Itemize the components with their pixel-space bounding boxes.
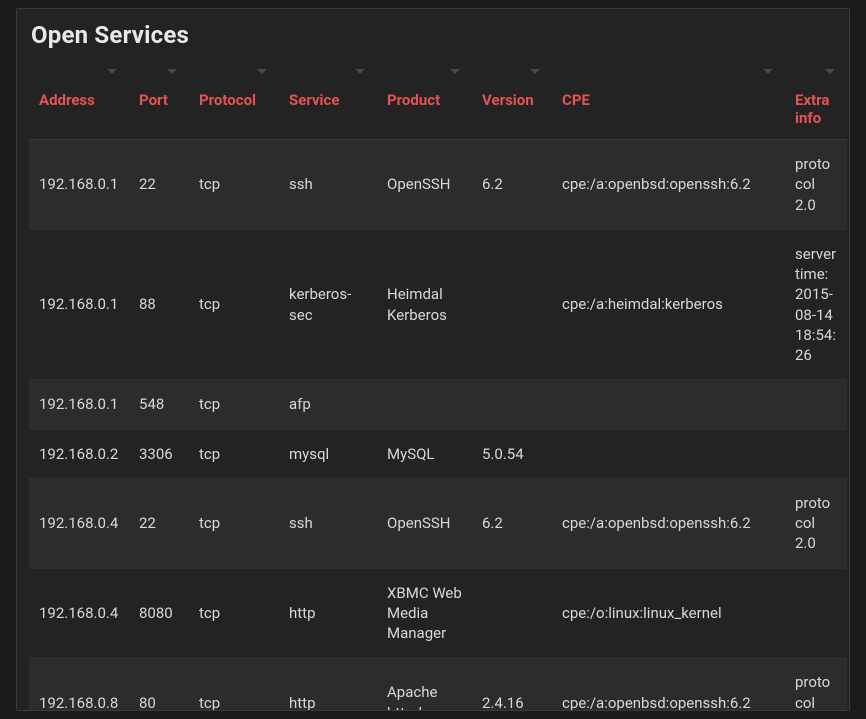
col-header-port[interactable]: Port xyxy=(129,63,189,140)
cell-address: 192.168.0.1 xyxy=(29,140,129,230)
cell-protocol: tcp xyxy=(189,429,279,478)
cell-address: 192.168.0.4 xyxy=(29,568,129,658)
col-header-label: CPE xyxy=(562,91,590,109)
sort-icon xyxy=(450,69,460,74)
cell-protocol: tcp xyxy=(189,568,279,658)
col-header-version[interactable]: Version xyxy=(472,63,552,140)
cell-extra: server time: 2015-08-14 18:54:26 xyxy=(785,229,847,380)
services-table: Address Port Protocol Service Product Ve… xyxy=(29,63,847,711)
cell-version: 2.4.16 xyxy=(472,658,552,711)
cell-cpe: cpe:/a:heimdal:kerberos xyxy=(552,229,785,380)
cell-port: 22 xyxy=(129,478,189,568)
cell-cpe xyxy=(552,380,785,429)
cell-cpe: cpe:/a:openbsd:openssh:6.2 xyxy=(552,658,785,711)
col-header-label: Protocol xyxy=(199,91,256,109)
table-row[interactable]: 192.168.0.4 8080 tcp http XBMC Web Media… xyxy=(29,568,847,658)
cell-address: 192.168.0.1 xyxy=(29,380,129,429)
col-header-label: Service xyxy=(289,91,339,109)
table-row[interactable]: 192.168.0.1 22 tcp ssh OpenSSH 6.2 cpe:/… xyxy=(29,140,847,230)
cell-extra: protocol 2.0 xyxy=(785,478,847,568)
col-header-extra[interactable]: Extra info xyxy=(785,63,847,140)
table-row[interactable]: 192.168.0.4 22 tcp ssh OpenSSH 6.2 cpe:/… xyxy=(29,478,847,568)
col-header-label: Version xyxy=(482,91,534,109)
cell-protocol: tcp xyxy=(189,478,279,568)
cell-service: http xyxy=(279,568,377,658)
sort-icon xyxy=(530,69,540,74)
cell-port: 22 xyxy=(129,140,189,230)
open-services-panel: Open Services Address Port Protocol Serv… xyxy=(16,8,850,711)
col-header-product[interactable]: Product xyxy=(377,63,472,140)
section-title: Open Services xyxy=(31,21,837,49)
cell-version xyxy=(472,380,552,429)
col-header-label: Extra info xyxy=(795,91,829,127)
cell-port: 548 xyxy=(129,380,189,429)
cell-protocol: tcp xyxy=(189,380,279,429)
sort-icon xyxy=(107,69,117,74)
cell-product: OpenSSH xyxy=(377,140,472,230)
cell-protocol: tcp xyxy=(189,229,279,380)
cell-product: OpenSSH xyxy=(377,478,472,568)
cell-product: MySQL xyxy=(377,429,472,478)
col-header-label: Port xyxy=(139,91,168,109)
cell-service: mysql xyxy=(279,429,377,478)
col-header-service[interactable]: Service xyxy=(279,63,377,140)
cell-extra xyxy=(785,429,847,478)
cell-version xyxy=(472,568,552,658)
cell-cpe: cpe:/a:openbsd:openssh:6.2 xyxy=(552,140,785,230)
cell-port: 3306 xyxy=(129,429,189,478)
table-row[interactable]: 192.168.0.8 80 tcp http Apache httpd 2.4… xyxy=(29,658,847,711)
cell-version xyxy=(472,229,552,380)
col-header-cpe[interactable]: CPE xyxy=(552,63,785,140)
cell-version: 6.2 xyxy=(472,140,552,230)
table-header-row: Address Port Protocol Service Product Ve… xyxy=(29,63,847,140)
cell-cpe: cpe:/a:openbsd:openssh:6.2 xyxy=(552,478,785,568)
sort-icon xyxy=(167,69,177,74)
cell-port: 80 xyxy=(129,658,189,711)
cell-product xyxy=(377,380,472,429)
col-header-label: Product xyxy=(387,91,440,109)
col-header-protocol[interactable]: Protocol xyxy=(189,63,279,140)
table-row[interactable]: 192.168.0.2 3306 tcp mysql MySQL 5.0.54 xyxy=(29,429,847,478)
cell-protocol: tcp xyxy=(189,658,279,711)
table-row[interactable]: 192.168.0.1 88 tcp kerberos-sec Heimdal … xyxy=(29,229,847,380)
col-header-address[interactable]: Address xyxy=(29,63,129,140)
table-body: 192.168.0.1 22 tcp ssh OpenSSH 6.2 cpe:/… xyxy=(29,140,847,712)
cell-extra: protocol 2.0 xyxy=(785,658,847,711)
cell-service: kerberos-sec xyxy=(279,229,377,380)
cell-cpe xyxy=(552,429,785,478)
cell-port: 8080 xyxy=(129,568,189,658)
cell-address: 192.168.0.4 xyxy=(29,478,129,568)
cell-product: XBMC Web Media Manager xyxy=(377,568,472,658)
col-header-label: Address xyxy=(39,91,95,109)
cell-extra xyxy=(785,568,847,658)
cell-address: 192.168.0.1 xyxy=(29,229,129,380)
cell-port: 88 xyxy=(129,229,189,380)
cell-service: afp xyxy=(279,380,377,429)
cell-product: Heimdal Kerberos xyxy=(377,229,472,380)
cell-version: 5.0.54 xyxy=(472,429,552,478)
sort-icon xyxy=(763,69,773,74)
cell-product: Apache httpd xyxy=(377,658,472,711)
sort-icon xyxy=(257,69,267,74)
cell-protocol: tcp xyxy=(189,140,279,230)
cell-service: ssh xyxy=(279,140,377,230)
cell-address: 192.168.0.2 xyxy=(29,429,129,478)
cell-service: http xyxy=(279,658,377,711)
cell-address: 192.168.0.8 xyxy=(29,658,129,711)
table-row[interactable]: 192.168.0.1 548 tcp afp xyxy=(29,380,847,429)
cell-cpe: cpe:/o:linux:linux_kernel xyxy=(552,568,785,658)
cell-service: ssh xyxy=(279,478,377,568)
cell-extra: protocol 2.0 xyxy=(785,140,847,230)
cell-version: 6.2 xyxy=(472,478,552,568)
sort-icon xyxy=(825,69,835,74)
sort-icon xyxy=(355,69,365,74)
cell-extra xyxy=(785,380,847,429)
